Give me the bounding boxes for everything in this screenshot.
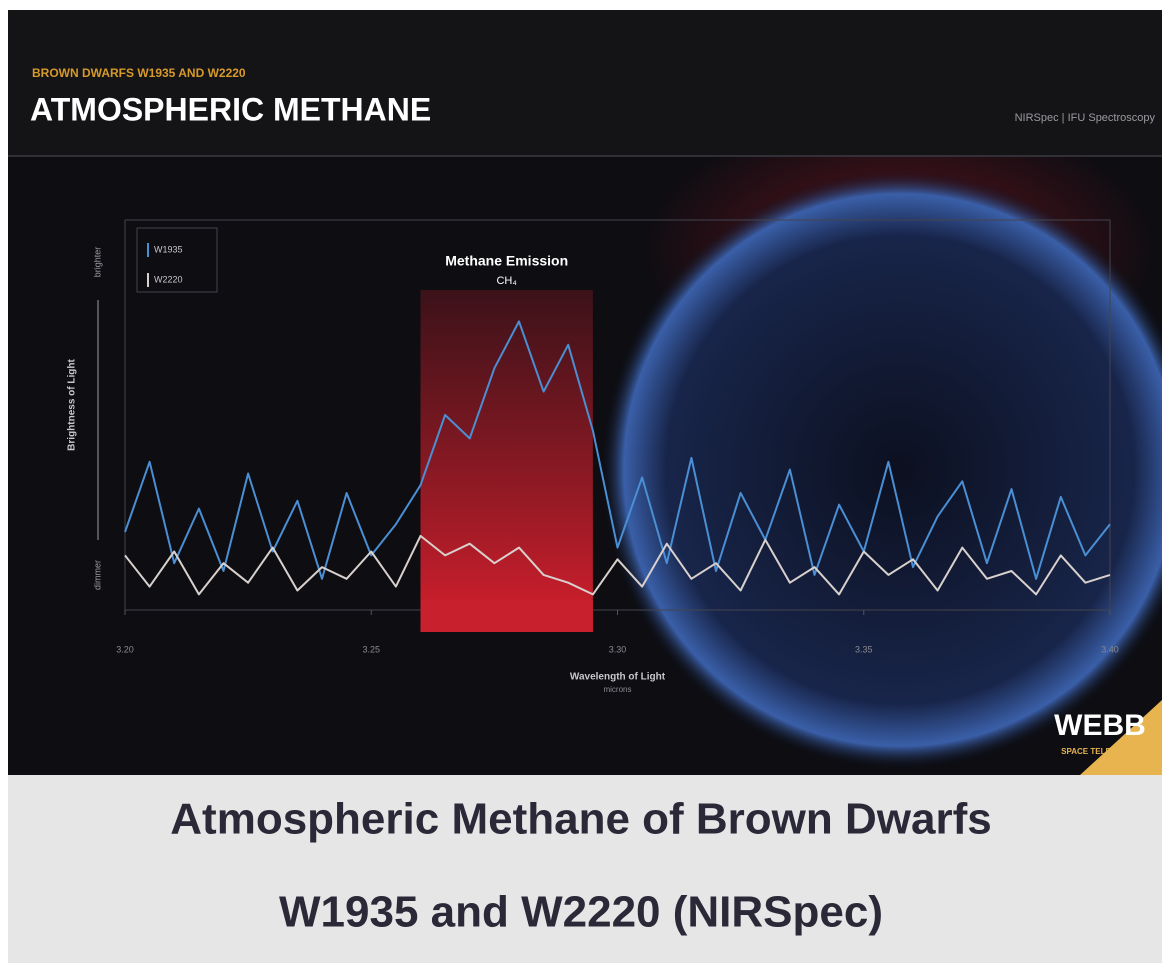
annotation: Methane Emission [445, 253, 568, 269]
x-tick-label: 3.35 [855, 644, 873, 654]
x-axis-unit: microns [603, 685, 631, 694]
legend-label: W2220 [154, 274, 183, 284]
caption-line: Atmospheric Methane of Brown Dwarfs [170, 795, 991, 844]
y-high-label: brighter [92, 247, 102, 278]
highlight-base [420, 600, 593, 632]
series-line [124, 534, 1111, 596]
x-tick-label: 3.20 [116, 644, 134, 654]
header-bar [8, 10, 1162, 156]
x-tick-label: 3.25 [362, 644, 380, 654]
caption-bg [8, 775, 1162, 963]
chart: Methane Emission CH₄ 3.20 3.25 3.30 3.35 3.40 W… [67, 227, 1119, 694]
x-tick-label: 3.40 [1101, 644, 1119, 654]
y-low-label: dimmer [92, 560, 102, 590]
series-line [124, 320, 1111, 580]
instrument: NIRSpec | IFU Spectroscopy [1015, 112, 1156, 124]
logo-sub: SPACE TELESCOPE [1061, 747, 1139, 756]
header-title: ATMOSPHERIC METHANE [30, 91, 431, 127]
planet [600, 170, 1162, 770]
highlight-band [420, 290, 593, 632]
annotation-sub: CH₄ [496, 275, 517, 287]
x-tick-label: 3.30 [609, 644, 627, 654]
caption-line: W1935 and W2220 (NIRSpec) [279, 888, 883, 937]
legend-label: W1935 [154, 244, 183, 254]
x-axis-label: Wavelength of Light [570, 672, 666, 683]
kicker: BROWN DWARFS W1935 AND W2220 [32, 66, 246, 80]
y-axis-label: Brightness of Light [67, 359, 78, 451]
legend-box [136, 227, 218, 293]
logo-corner [1080, 700, 1162, 775]
logo: WEBB [1054, 709, 1146, 742]
